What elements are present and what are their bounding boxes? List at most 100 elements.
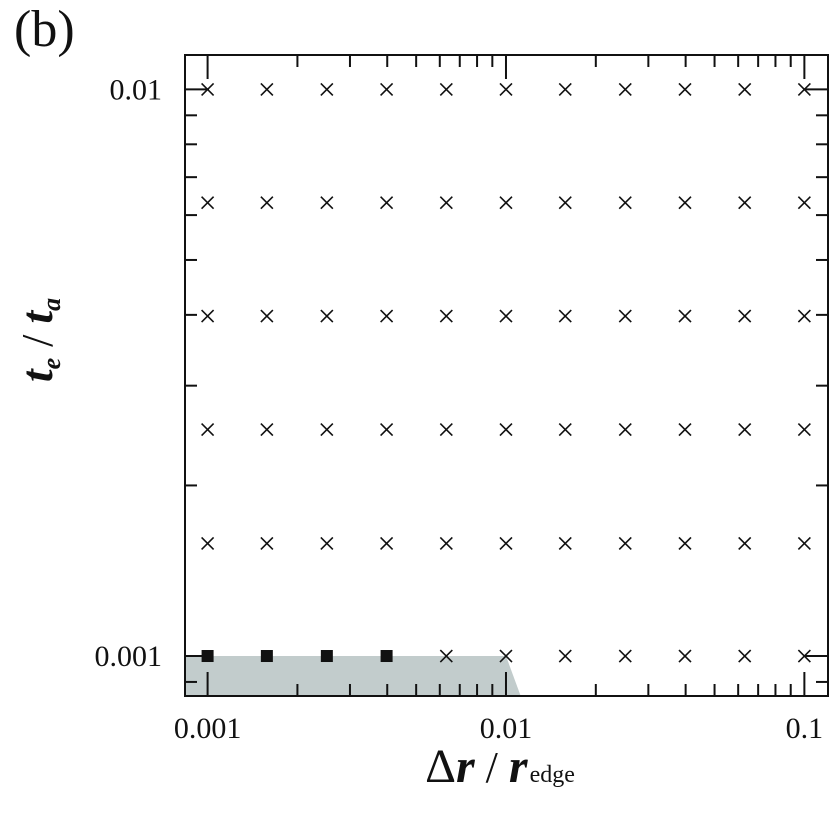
- cross-stroke: [797, 309, 811, 323]
- y-axis-title-slash: /: [13, 324, 62, 358]
- unstable-point: [738, 309, 752, 323]
- cross-stroke: [439, 309, 453, 323]
- cross-stroke: [320, 536, 334, 551]
- cross-stroke: [558, 649, 572, 663]
- unstable-point: [439, 82, 453, 96]
- cross-stroke: [738, 309, 752, 323]
- unstable-point: [678, 649, 692, 663]
- cross-stroke: [499, 422, 513, 437]
- unstable-point: [558, 536, 572, 551]
- unstable-point: [618, 196, 632, 210]
- cross-stroke: [260, 82, 274, 96]
- cross-stroke: [499, 649, 513, 663]
- unstable-point: [380, 536, 394, 551]
- unstable-point: [201, 536, 215, 551]
- unstable-point: [558, 422, 572, 437]
- cross-stroke: [380, 82, 394, 96]
- unstable-point: [797, 649, 811, 663]
- unstable-point: [380, 422, 394, 437]
- cross-stroke: [380, 309, 394, 323]
- unstable-point: [320, 82, 334, 96]
- y-axis-title-e: e: [37, 358, 66, 370]
- unstable-point: [260, 82, 274, 96]
- cross-stroke: [201, 422, 215, 437]
- cross-stroke: [738, 536, 752, 551]
- unstable-point: [201, 82, 215, 96]
- y-tick-label: 0.01: [110, 73, 163, 106]
- unstable-point: [320, 196, 334, 210]
- cross-stroke: [499, 536, 513, 551]
- cross-stroke: [678, 82, 692, 96]
- unstable-point: [618, 309, 632, 323]
- stable-point: [260, 650, 273, 663]
- unstable-point: [558, 196, 572, 210]
- unstable-point: [738, 536, 752, 551]
- plot-frame: [184, 54, 829, 697]
- unstable-point: [797, 309, 811, 323]
- y-tick-label: 0.001: [95, 640, 163, 673]
- cross-stroke: [260, 309, 274, 323]
- cross-stroke: [797, 82, 811, 96]
- cross-stroke: [618, 82, 632, 96]
- tick-labels: 0.001 0.01 0.1 0.001 0.01: [95, 73, 824, 745]
- cross-stroke: [738, 196, 752, 210]
- x-tick-label: 0.1: [786, 712, 824, 745]
- unstable-point: [499, 536, 513, 551]
- unstable-point: [439, 196, 453, 210]
- cross-stroke: [558, 196, 572, 210]
- unstable-point: [738, 196, 752, 210]
- unstable-point: [678, 82, 692, 96]
- y-axis-title-a: a: [37, 298, 66, 311]
- unstable-point: [499, 196, 513, 210]
- unstable-point: [439, 422, 453, 437]
- cross-stroke: [320, 196, 334, 210]
- shaded-region: [185, 656, 521, 696]
- cross-stroke: [558, 82, 572, 96]
- cross-stroke: [439, 649, 453, 663]
- unstable-point: [380, 309, 394, 323]
- unstable-point: [439, 309, 453, 323]
- cross-stroke: [260, 196, 274, 210]
- unstable-point: [558, 82, 572, 96]
- cross-stroke: [201, 309, 215, 323]
- unstable-point: [797, 196, 811, 210]
- unstable-point: [260, 422, 274, 437]
- cross-stroke: [380, 196, 394, 210]
- cross-stroke: [201, 82, 215, 96]
- cross-stroke: [618, 649, 632, 663]
- x-axis-title-slash: /: [475, 743, 509, 792]
- cross-stroke: [201, 196, 215, 210]
- unstable-point: [558, 649, 572, 663]
- cross-stroke: [439, 82, 453, 96]
- cross-stroke: [738, 422, 752, 437]
- cross-stroke: [320, 82, 334, 96]
- cross-stroke: [260, 422, 274, 437]
- cross-stroke: [797, 536, 811, 551]
- unstable-point: [678, 196, 692, 210]
- y-axis-title-t: t: [11, 368, 62, 382]
- unstable-point: [320, 422, 334, 437]
- cross-stroke: [558, 422, 572, 437]
- cross-stroke: [738, 82, 752, 96]
- cross-stroke: [618, 309, 632, 323]
- unstable-point: [618, 649, 632, 663]
- unstable-point: [618, 82, 632, 96]
- y-axis-title-t2: t: [11, 310, 62, 324]
- unstable-point: [201, 309, 215, 323]
- unstable-point: [260, 309, 274, 323]
- cross-stroke: [260, 536, 274, 551]
- cross-stroke: [678, 309, 692, 323]
- unstable-point: [499, 309, 513, 323]
- shaded-region-layer: [185, 656, 521, 696]
- unstable-point: [439, 536, 453, 551]
- unstable-point: [797, 82, 811, 96]
- unstable-point: [499, 82, 513, 96]
- unstable-point: [738, 649, 752, 663]
- stable-point: [380, 650, 393, 663]
- unstable-point: [618, 536, 632, 551]
- x-axis-title-r: r: [456, 740, 476, 793]
- x-axis-title-r2: r: [509, 740, 529, 793]
- unstable-point: [678, 422, 692, 437]
- x-axis-title-sub: edge: [530, 762, 575, 788]
